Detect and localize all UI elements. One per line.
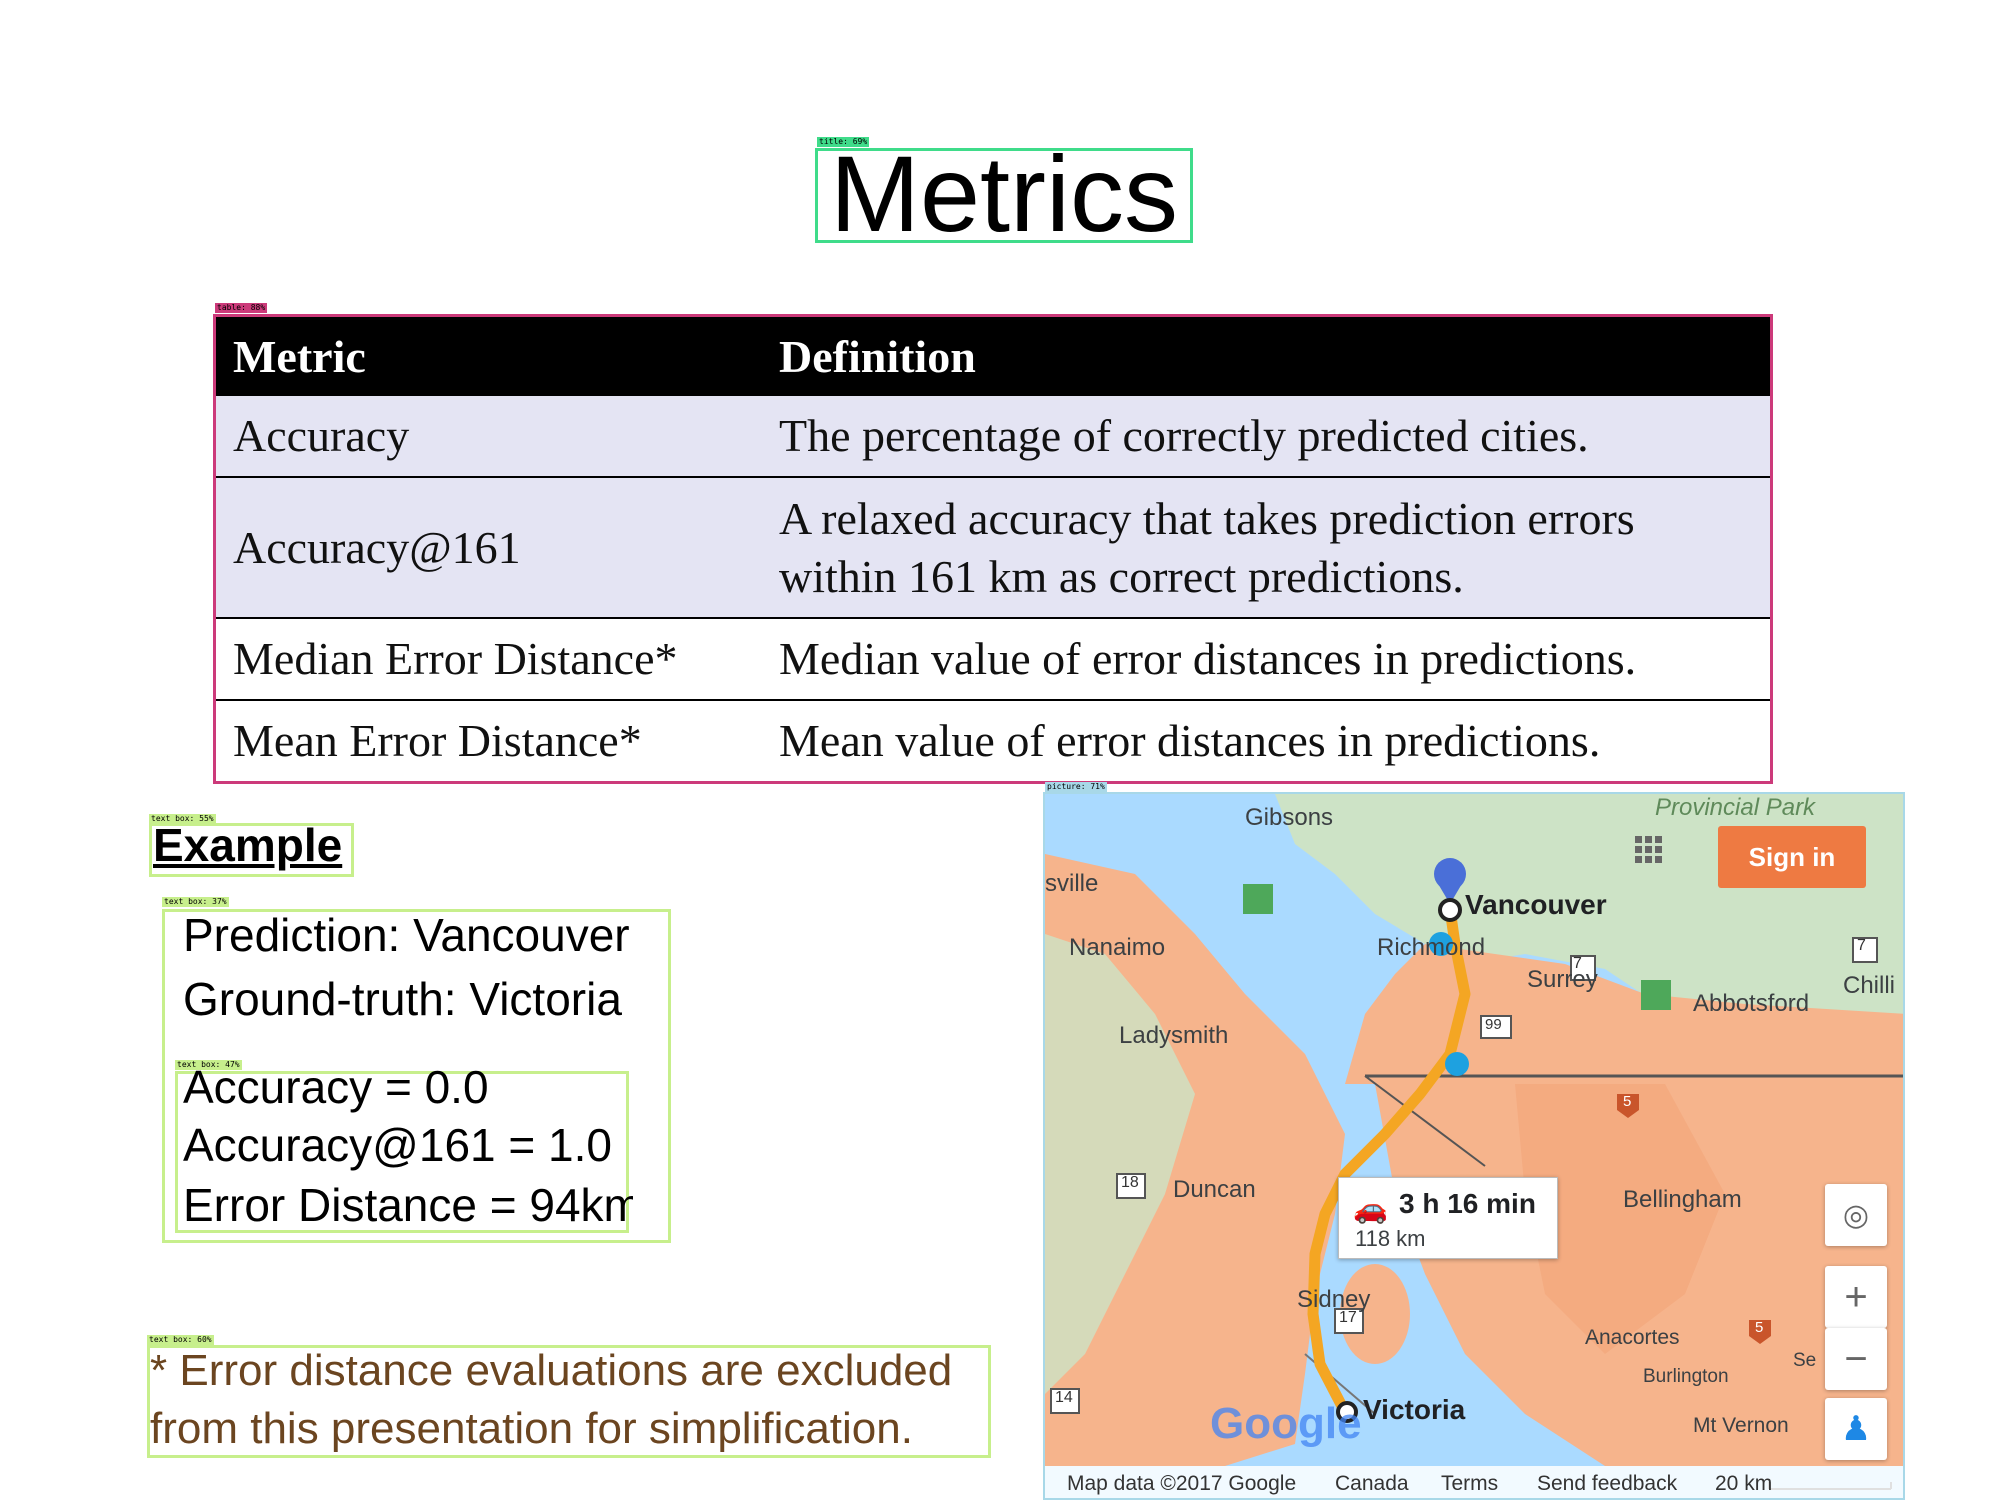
map-footer: Map data ©2017 Google Canada Terms Send … [1045,1466,1903,1498]
route-duration: 3 h 16 min [1399,1188,1536,1219]
place-label: Provincial Park [1655,794,1816,821]
prediction-text: Prediction: Vancouver [183,909,630,961]
definition-cell: A relaxed accuracy that takes prediction… [762,476,1770,618]
table-detection-box [213,314,1773,784]
example-title-detection-box [149,823,354,877]
place-label: Bellingham [1623,1186,1742,1213]
example-title-detection-label: text box: 55% [149,814,216,824]
definition-cell: The percentage of correctly predicted ci… [762,396,1770,477]
metrics-table: Metric Definition Accuracy The percentag… [216,317,1770,780]
map-data-credit: Map data ©2017 Google [1067,1472,1297,1495]
country-label: Canada [1335,1472,1409,1495]
route-distance: 118 km [1355,1226,1426,1251]
note-line-2: from this presentation for simplificatio… [150,1404,913,1453]
definition-cell: Median value of error distances in predi… [762,617,1770,700]
pegman-icon: ♟ [1840,1410,1872,1448]
terms-link[interactable]: Terms [1441,1472,1499,1495]
zoom-out-button[interactable]: − [1825,1328,1887,1390]
title-detection-label: title: 69% [817,137,870,147]
note-detection-label: text box: 60% [147,1335,214,1345]
street-view-button[interactable]: ♟ [1825,1398,1887,1460]
prediction-detection-box [162,909,671,1243]
place-label: Richmond [1377,934,1486,961]
place-label: Victoria [1363,1394,1466,1425]
highway-shield-label: 7 [1857,937,1866,954]
table-row: Mean Error Distance* Mean value of error… [216,699,1770,780]
accuracy-detection-box [175,1071,629,1233]
place-label: Ladysmith [1119,1022,1229,1049]
table-row: Accuracy@161 A relaxed accuracy that tak… [216,476,1770,618]
car-icon: 🚗 [1353,1193,1388,1224]
metric-cell: Median Error Distance* [216,617,762,700]
place-label: Surrey [1527,966,1598,993]
table-row: Accuracy The percentage of correctly pre… [216,396,1770,477]
place-label: Abbotsford [1693,990,1810,1017]
plus-icon: + [1844,1274,1868,1319]
highway-shield-label: 17 [1339,1309,1357,1326]
highway-shield-label: 18 [1121,1174,1139,1191]
highway-shield-label: 7 [1573,955,1582,972]
place-label: Mt Vernon [1693,1414,1789,1437]
metric-cell: Mean Error Distance* [216,699,762,780]
table-row: Median Error Distance* Median value of e… [216,617,1770,700]
ground-truth-text: Ground-truth: Victoria [183,973,622,1025]
example-title: Example [153,819,343,871]
highway-shield-label: 14 [1055,1389,1073,1406]
place-label: Se [1793,1350,1817,1371]
google-logo: Google [1210,1399,1362,1449]
send-feedback-link[interactable]: Send feedback [1537,1472,1678,1495]
place-label: Sidney [1297,1286,1371,1313]
note-line-1: * Error distance evaluations are exclude… [150,1346,953,1395]
place-label: sville [1045,870,1099,897]
place-label: Anacortes [1585,1326,1680,1349]
route-info-card[interactable]: 🚗 3 h 16 min 118 km [1338,1177,1558,1259]
picture-detection-label: picture: 71% [1045,782,1107,792]
place-label: Chilli [1843,972,1896,999]
map-picture[interactable]: Gibsons sville Provincial Park Vancouver… [1043,792,1905,1500]
my-location-button[interactable]: ◎ [1825,1184,1887,1246]
accuracy-text: Accuracy = 0.0 [183,1061,489,1113]
definition-cell: Mean value of error distances in predict… [762,699,1770,780]
definition-line: within 161 km as correct predictions. [779,550,1464,602]
highway-shield-label: 5 [1755,1319,1764,1336]
scale-label: 20 km [1715,1472,1773,1495]
error-distance-text: Error Distance = 94km [183,1179,633,1231]
highway-shield-label: 99 [1485,1016,1502,1033]
table-header-row: Metric Definition [216,317,1770,396]
place-label: Burlington [1643,1366,1729,1387]
zoom-in-button[interactable]: + [1825,1266,1887,1328]
metric-cell: Accuracy [216,396,762,477]
note-detection-box [147,1345,991,1458]
definition-line: A relaxed accuracy that takes prediction… [779,492,1635,544]
accuracy-detection-label: text box: 47% [175,1060,242,1070]
locate-icon: ◎ [1842,1198,1870,1232]
accuracy161-text: Accuracy@161 = 1.0 [183,1119,612,1171]
column-header-metric: Metric [216,317,762,396]
table-detection-label: table: 88% [215,303,268,313]
column-header-definition: Definition [762,317,1770,396]
sign-in-button[interactable]: Sign in [1718,826,1866,888]
highway-shield-label: 5 [1623,1093,1632,1110]
title-detection-box [815,148,1193,243]
google-logo-text: Google [1210,1399,1362,1448]
place-label: Duncan [1173,1176,1256,1203]
page-title: Metrics [830,133,1178,254]
minus-icon: − [1844,1336,1868,1381]
place-label: Gibsons [1245,804,1334,831]
place-label: Nanaimo [1069,934,1166,961]
metric-cell: Accuracy@161 [216,476,762,618]
place-label: Vancouver [1465,889,1607,920]
prediction-detection-label: text box: 37% [162,897,229,907]
